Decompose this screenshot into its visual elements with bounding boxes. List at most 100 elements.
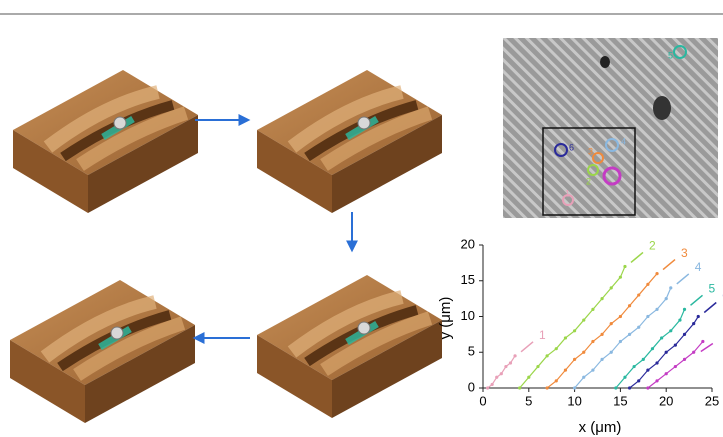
point	[591, 308, 594, 311]
point	[646, 369, 649, 372]
pointer-arrow	[631, 252, 643, 262]
point	[665, 372, 668, 375]
pointer-arrow	[663, 260, 675, 270]
point	[591, 340, 594, 343]
y-tick-label: 0	[468, 379, 475, 394]
point	[655, 361, 658, 364]
spot-label: 1	[565, 188, 570, 198]
render-step-3	[257, 275, 442, 418]
trajectory	[547, 274, 657, 388]
point	[536, 365, 539, 368]
point	[674, 344, 677, 347]
trajectory	[575, 288, 671, 388]
point	[697, 315, 700, 318]
x-tick-label: 20	[659, 393, 673, 408]
point	[495, 376, 498, 379]
point	[623, 376, 626, 379]
point	[582, 351, 585, 354]
point	[564, 336, 567, 339]
point	[628, 304, 631, 307]
x-tick-label: 15	[613, 393, 627, 408]
point	[646, 283, 649, 286]
point	[674, 365, 677, 368]
spot-label: 6	[569, 142, 574, 152]
figure: 1 2 3 4 5 6 x (μm) y (μm) 05101520250510…	[0, 0, 723, 437]
trajectory	[520, 266, 625, 388]
point	[623, 265, 626, 268]
point	[633, 365, 636, 368]
point	[573, 358, 576, 361]
point	[619, 276, 622, 279]
x-tick-label: 0	[479, 393, 486, 408]
pointer-arrow	[521, 342, 533, 352]
point	[555, 347, 558, 350]
series-label: 3	[681, 246, 688, 260]
point	[628, 386, 631, 389]
series-label: 2	[649, 239, 656, 253]
pointer-arrow	[701, 344, 713, 352]
point	[600, 297, 603, 300]
point	[701, 340, 704, 343]
point	[655, 272, 658, 275]
series-label: 4	[695, 260, 702, 274]
point	[546, 386, 549, 389]
y-tick-label: 5	[468, 344, 475, 359]
point	[692, 351, 695, 354]
render-step-4	[10, 280, 195, 423]
render-step-1	[13, 70, 198, 213]
point	[619, 315, 622, 318]
point	[669, 286, 672, 289]
render-step-2	[257, 70, 442, 213]
spot-label: 2	[586, 176, 591, 186]
pointer-arrow	[691, 295, 703, 305]
chart: x (μm) y (μm) 051015202505101520123456	[437, 236, 723, 436]
point	[678, 318, 681, 321]
point	[500, 372, 503, 375]
series-label: 1	[539, 328, 546, 342]
point	[582, 318, 585, 321]
point	[655, 379, 658, 382]
x-tick-label: 10	[567, 393, 581, 408]
point	[642, 358, 645, 361]
point	[573, 329, 576, 332]
point	[683, 308, 686, 311]
y-tick-label: 10	[461, 308, 475, 323]
x-axis-label: x (μm)	[579, 419, 622, 436]
y-tick-label: 15	[461, 272, 475, 287]
y-tick-label: 20	[461, 236, 475, 251]
point	[692, 322, 695, 325]
point	[491, 383, 494, 386]
point	[610, 351, 613, 354]
point	[555, 379, 558, 382]
point	[646, 315, 649, 318]
point	[665, 351, 668, 354]
point	[610, 286, 613, 289]
x-tick-label: 5	[525, 393, 532, 408]
series-label: 5	[709, 282, 716, 296]
point	[527, 376, 530, 379]
point	[582, 376, 585, 379]
point	[518, 386, 521, 389]
point	[610, 322, 613, 325]
point	[573, 386, 576, 389]
point	[600, 358, 603, 361]
spot-label: 4	[621, 136, 626, 146]
point	[486, 386, 489, 389]
point	[614, 386, 617, 389]
point	[637, 326, 640, 329]
point	[660, 336, 663, 339]
y-axis-label: y (μm)	[437, 297, 454, 340]
point	[637, 293, 640, 296]
point	[669, 329, 672, 332]
point	[564, 369, 567, 372]
spot-label: 5	[668, 50, 673, 60]
point	[651, 347, 654, 350]
pointer-arrow	[704, 303, 716, 313]
point	[619, 340, 622, 343]
point	[637, 379, 640, 382]
point	[504, 365, 507, 368]
point	[591, 369, 594, 372]
point	[665, 297, 668, 300]
point	[509, 361, 512, 364]
point	[600, 333, 603, 336]
